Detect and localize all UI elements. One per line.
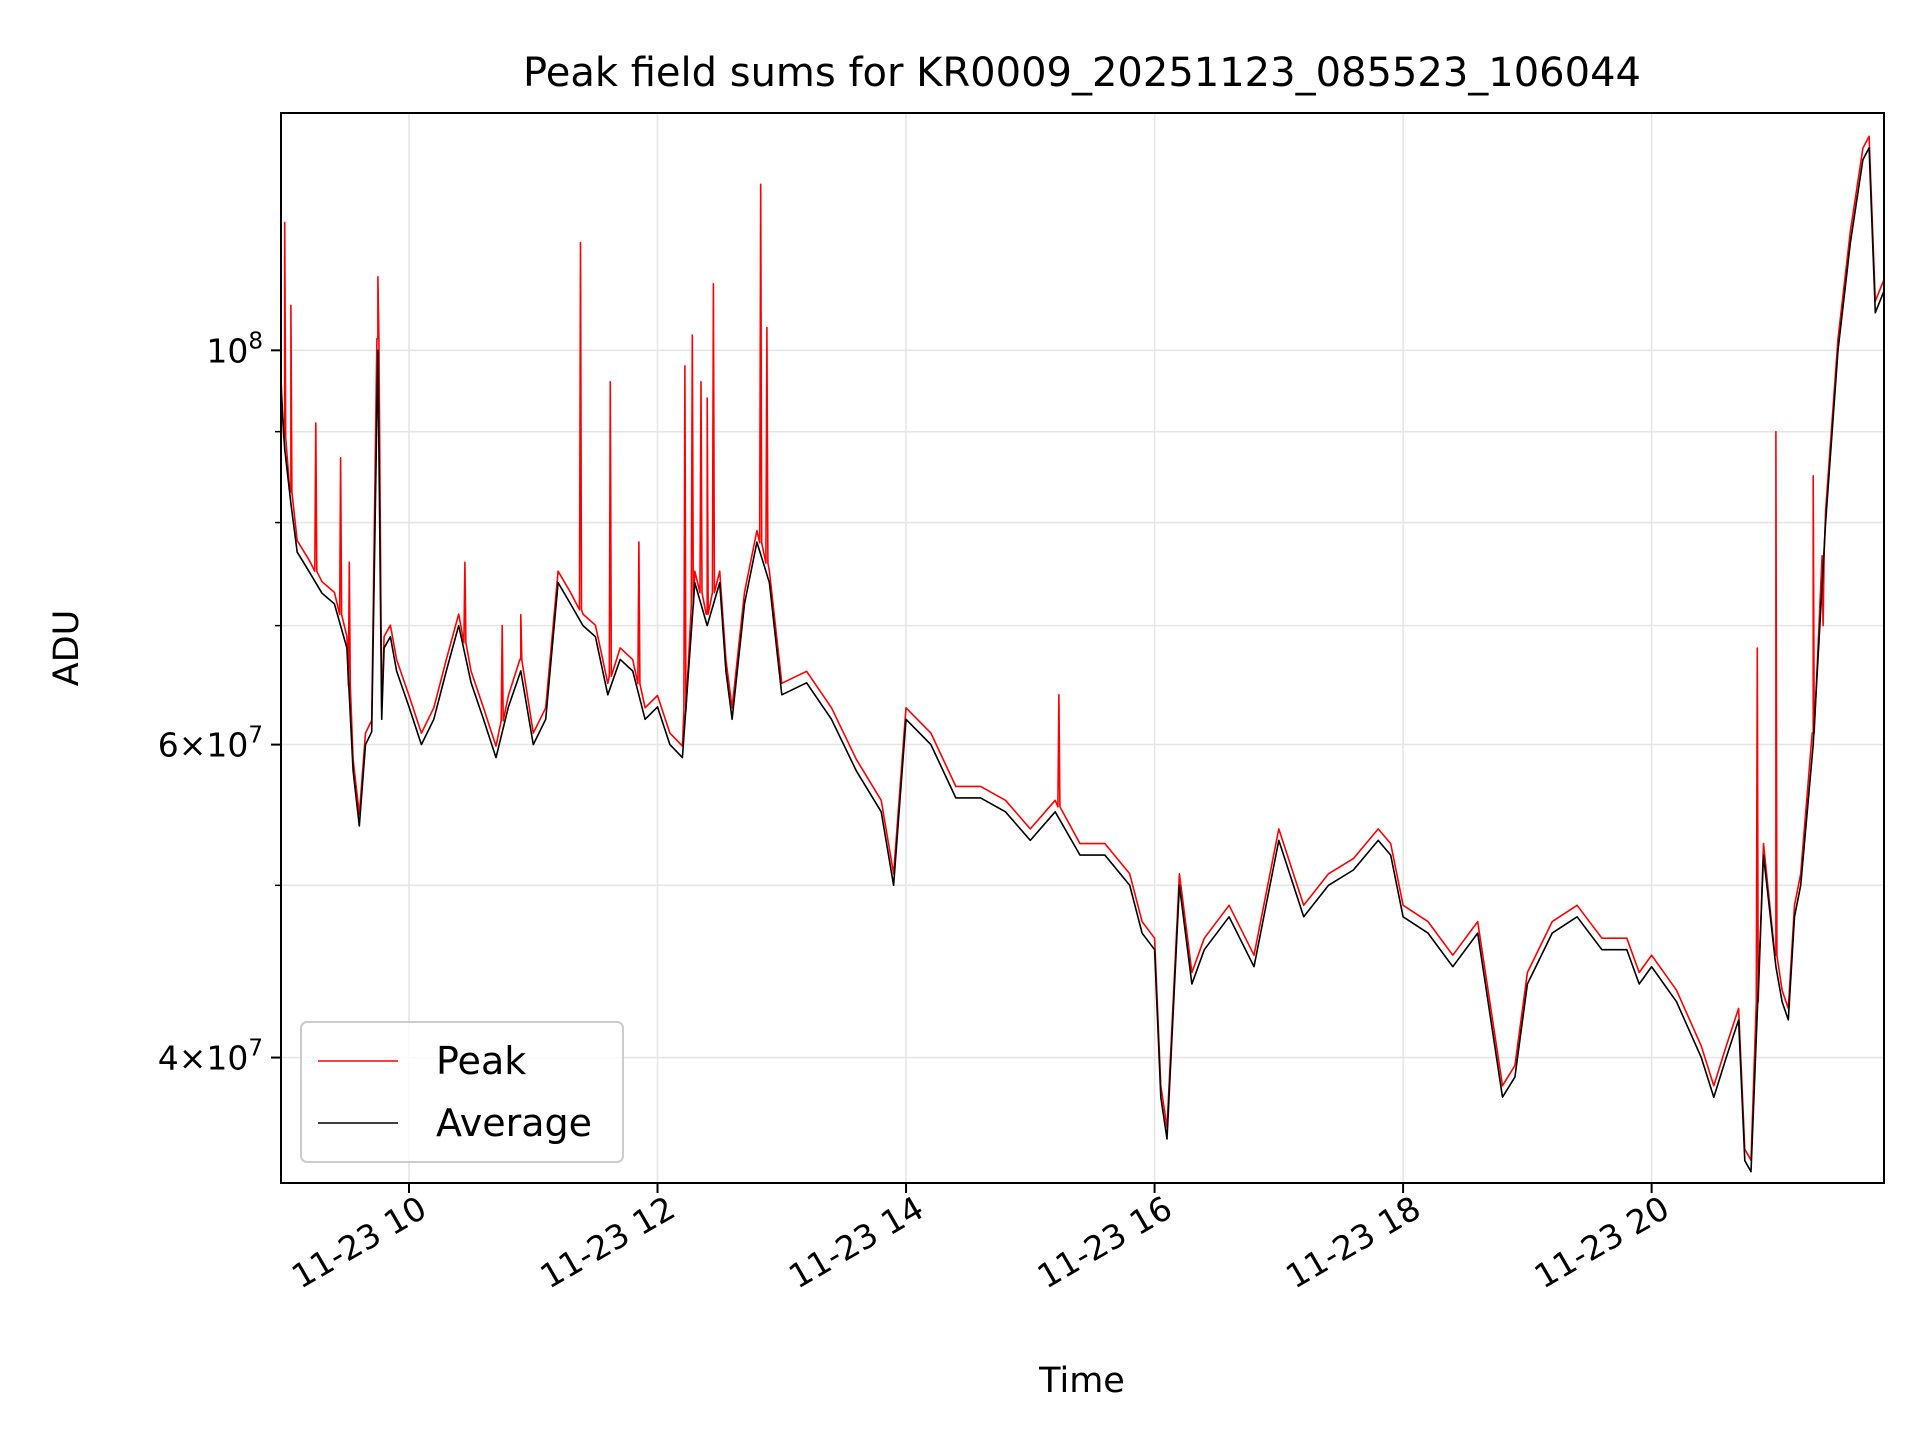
chart-title: Peak field sums for KR0009_20251123_0855… xyxy=(523,50,1641,96)
y-axis-label: ADU xyxy=(47,610,87,687)
y-tick-label: 4×107 xyxy=(158,1036,263,1078)
y-tick-label: 108 xyxy=(206,328,263,370)
y-tick-base: 10 xyxy=(206,1039,248,1078)
y-tick-label: 6×107 xyxy=(158,723,263,765)
legend: Peak Average xyxy=(300,1021,624,1163)
y-tick-exponent: 8 xyxy=(248,328,263,354)
series-average-line xyxy=(280,147,1885,1173)
y-tick-exponent: 7 xyxy=(248,1036,263,1062)
y-tick-exponent: 7 xyxy=(248,723,263,749)
legend-box xyxy=(300,1021,624,1163)
legend-average-label: Average xyxy=(436,1101,592,1145)
x-axis-label: Time xyxy=(1038,1361,1125,1401)
series-peak-line xyxy=(280,135,1885,1161)
y-tick-times: × xyxy=(179,1039,207,1078)
series-layer xyxy=(280,135,1885,1173)
grid-layer xyxy=(281,113,1884,1183)
axes-frame xyxy=(280,112,1885,1184)
y-tick-base: 10 xyxy=(206,726,248,765)
legend-peak-label: Peak xyxy=(436,1039,526,1083)
y-tick-times: × xyxy=(179,726,207,765)
y-tick-base: 10 xyxy=(206,331,248,370)
y-tick-mantissa: 6 xyxy=(158,726,179,765)
y-tick-mantissa: 4 xyxy=(158,1039,179,1078)
